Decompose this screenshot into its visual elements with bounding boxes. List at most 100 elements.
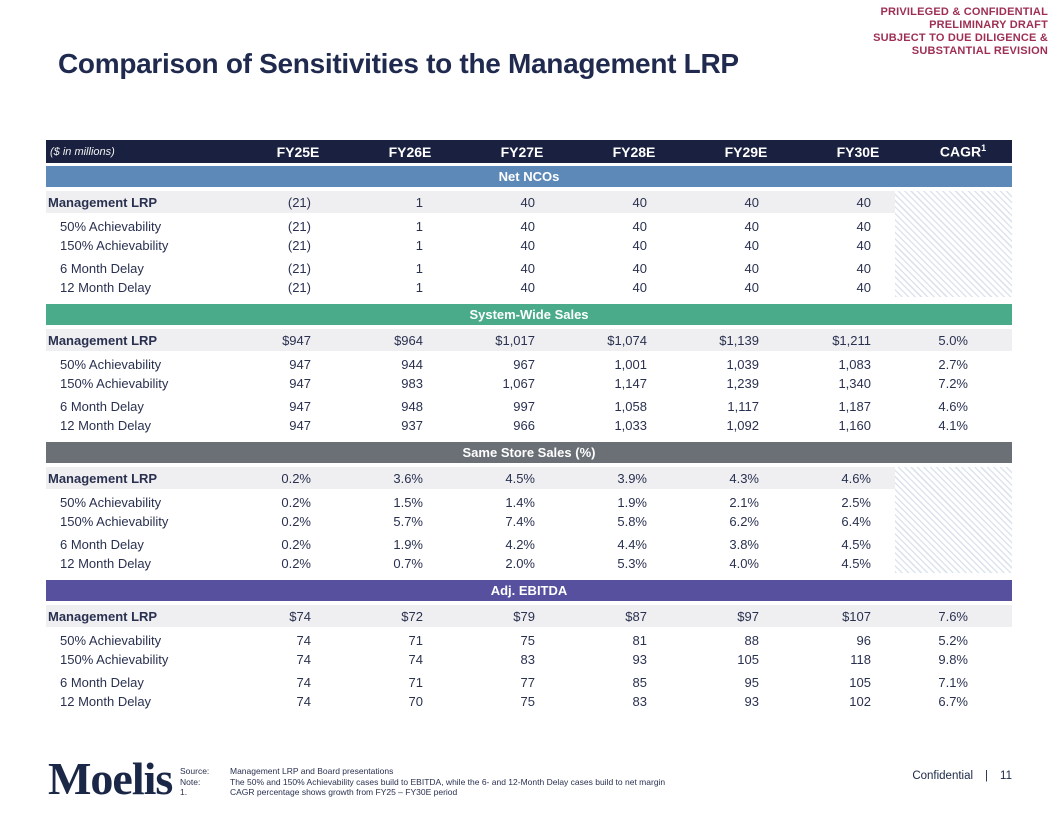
value-cell: 1.4% <box>505 495 535 510</box>
footnote-text: CAGR percentage shows growth from FY25 –… <box>230 787 458 797</box>
value-cell: 40 <box>520 194 535 210</box>
row-label: 12 Month Delay <box>60 280 152 295</box>
value-cell: 0.2% <box>281 537 311 552</box>
value-cell: 4.4% <box>617 537 647 552</box>
value-cell: 5.3% <box>617 556 647 571</box>
row-label: 50% Achievability <box>60 219 162 234</box>
footer-separator: | <box>985 770 989 782</box>
value-cell: 1,147 <box>614 376 647 391</box>
value-cell: 93 <box>744 694 759 709</box>
table-row: 12 Month Delay 0.2% 0.7% 2.0% 5.3% 4.0% 4.5% <box>46 554 1012 573</box>
value-cell: 966 <box>513 418 535 433</box>
value-cell: 81 <box>632 633 647 648</box>
value-cell: 40 <box>856 280 871 295</box>
value-cell: 70 <box>408 694 423 709</box>
value-cell: 74 <box>296 652 311 667</box>
row-label: 150% Achievability <box>60 652 169 667</box>
value-cell: 1.9% <box>393 537 423 552</box>
value-cell: 40 <box>744 219 759 234</box>
table-sections: Net NCOs Management LRP (21) 1 40 40 40 40 50% A… <box>46 166 1012 711</box>
value-cell: 96 <box>856 633 871 648</box>
value-cell: 0.2% <box>281 514 311 529</box>
value-cell: 1,001 <box>614 357 647 372</box>
table-section: Adj. EBITDA Management LRP $74 $72 $79 $87 $97… <box>46 580 1012 711</box>
value-cell: 71 <box>408 675 423 690</box>
cagr-cell: 4.1% <box>938 418 968 433</box>
section-rows: Management LRP $74 $72 $79 $87 $97 $107 7.6% 50%… <box>46 605 1012 711</box>
value-cell: 1.9% <box>617 495 647 510</box>
value-cell: 1,039 <box>726 357 759 372</box>
value-cell: 75 <box>520 694 535 709</box>
source-label: Source: <box>180 766 210 776</box>
disclaimer-line: PRIVILEGED & CONFIDENTIAL <box>880 6 1048 18</box>
value-cell: 4.2% <box>505 537 535 552</box>
value-cell: 1 <box>415 194 423 210</box>
footnotes: Source: Management LRP and Board present… <box>180 766 665 798</box>
value-cell: 5.8% <box>617 514 647 529</box>
row-label: Management LRP <box>48 470 158 486</box>
table-row: Management LRP (21) 1 40 40 40 40 <box>46 191 1012 213</box>
value-cell: 997 <box>513 399 535 414</box>
value-cell: 0.2% <box>281 556 311 571</box>
table-row: 12 Month Delay 74 70 75 83 93 102 6.7% <box>46 692 1012 711</box>
table-row: Management LRP $947 $964 $1,017 $1,074 $1,139… <box>46 329 1012 351</box>
row-label: Management LRP <box>48 194 158 210</box>
value-cell: $947 <box>282 332 311 348</box>
value-cell: $87 <box>625 608 647 624</box>
value-cell: 40 <box>856 261 871 276</box>
column-header-fy28e: FY28E <box>612 143 656 160</box>
table-row: 6 Month Delay 947 948 997 1,058 1,117 1,187 4.6… <box>46 397 1012 416</box>
value-cell: 937 <box>401 418 423 433</box>
section-band: System-Wide Sales <box>46 304 1012 325</box>
note-text: The 50% and 150% Achievability cases bui… <box>230 776 666 787</box>
cagr-cell: 7.1% <box>938 675 968 690</box>
value-cell: $1,017 <box>495 332 535 348</box>
cagr-cell: 4.6% <box>938 399 968 414</box>
cagr-footnote-marker: 1 <box>981 143 987 154</box>
value-cell: 40 <box>744 194 759 210</box>
value-cell: 3.6% <box>393 470 423 486</box>
value-cell: 4.5% <box>841 537 871 552</box>
page-title: Comparison of Sensitivities to the Manag… <box>58 48 739 79</box>
value-cell: 1,033 <box>614 418 647 433</box>
value-cell: $1,074 <box>607 332 647 348</box>
value-cell: 118 <box>850 652 871 667</box>
value-cell: 1 <box>415 219 423 234</box>
value-cell: 40 <box>632 280 647 295</box>
value-cell: 40 <box>632 219 647 234</box>
value-cell: 71 <box>408 633 423 648</box>
value-cell: 3.9% <box>617 470 647 486</box>
value-cell: 947 <box>289 418 311 433</box>
value-cell: 105 <box>849 675 871 690</box>
row-label: 6 Month Delay <box>60 399 144 414</box>
row-label: 12 Month Delay <box>60 418 152 433</box>
confidentiality-disclaimer: PRIVILEGED & CONFIDENTIAL PRELIMINARY DR… <box>873 6 1048 58</box>
not-applicable-hatch <box>895 467 1012 573</box>
page-number: 11 <box>1000 770 1012 782</box>
section-band: Same Store Sales (%) <box>46 442 1012 463</box>
footnote-number: 1. <box>180 787 188 797</box>
disclaimer-line: SUBJECT TO DUE DILIGENCE & <box>873 32 1048 44</box>
table-row: 12 Month Delay (21) 1 40 40 40 40 <box>46 278 1012 297</box>
row-label: Management LRP <box>48 608 158 624</box>
cagr-cell: 2.7% <box>938 357 968 372</box>
column-header-fy30e: FY30E <box>836 143 880 160</box>
row-label: 150% Achievability <box>60 238 169 253</box>
value-cell: 102 <box>849 694 871 709</box>
note-label: Note: <box>180 776 201 787</box>
row-label: 12 Month Delay <box>60 556 152 571</box>
value-cell: (21) <box>287 219 311 234</box>
column-header-fy26e: FY26E <box>388 143 432 160</box>
table-row: Management LRP $74 $72 $79 $87 $97 $107 7.6% <box>46 605 1012 627</box>
table-row: 150% Achievability 74 74 83 93 105 118 9.8% <box>46 650 1012 669</box>
value-cell: 1,058 <box>614 399 647 414</box>
value-cell: 40 <box>632 194 647 210</box>
section-rows: Management LRP (21) 1 40 40 40 40 50% Achievabi… <box>46 191 1012 297</box>
value-cell: 40 <box>856 194 871 210</box>
value-cell: 77 <box>520 675 535 690</box>
value-cell: $107 <box>842 608 871 624</box>
row-label: Management LRP <box>48 332 158 348</box>
value-cell: 1,160 <box>838 418 871 433</box>
value-cell: 0.7% <box>393 556 423 571</box>
